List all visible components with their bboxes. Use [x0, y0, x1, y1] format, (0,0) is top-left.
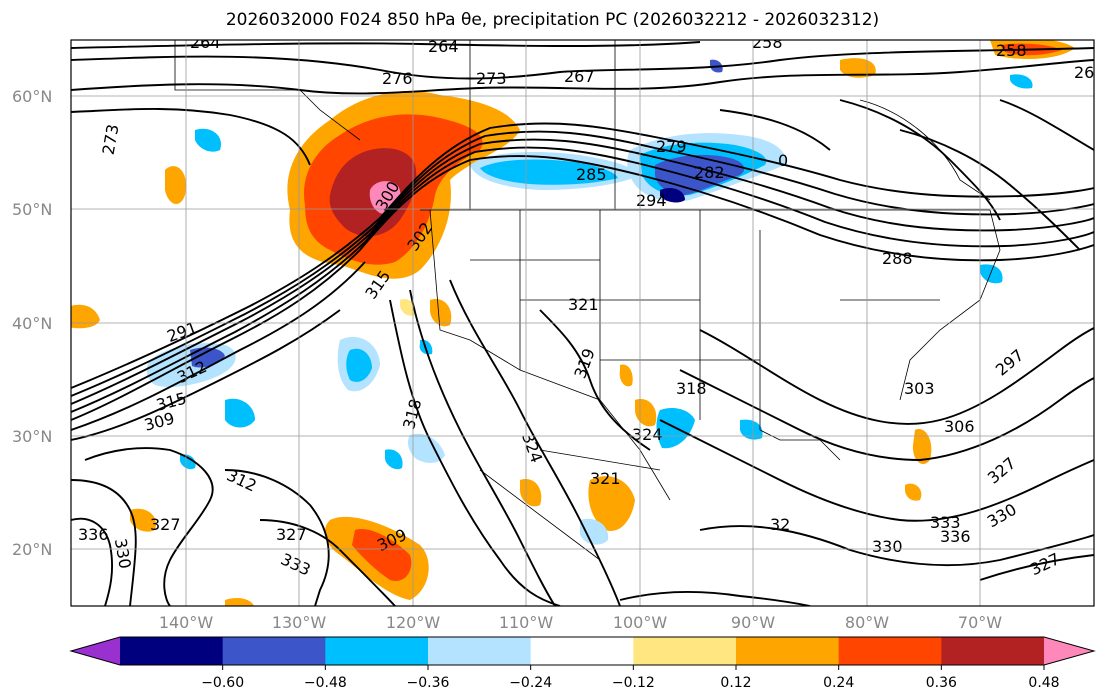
colorbar-segment [325, 637, 429, 665]
contour-label: 309 [142, 409, 176, 435]
lat-tick-label: 30°N [12, 427, 52, 446]
colorbar-tick-label: −0.60 [201, 675, 244, 691]
colorbar-segment [736, 637, 840, 665]
lon-tick-label: 70°W [958, 613, 1002, 632]
contour-label: 267 [564, 67, 595, 86]
contour-label: 336 [940, 527, 971, 546]
lon-tick-label: 120°W [386, 613, 441, 632]
colorbar-segment [838, 637, 942, 665]
contour-label: 291 [164, 318, 199, 346]
lat-tick-label: 50°N [12, 200, 52, 219]
contour-labels: 264 264 258 258 276 273 267 26 273 279 0… [78, 33, 1094, 580]
colorbar-segment [222, 637, 326, 665]
contour-label: 258 [996, 41, 1027, 60]
lon-tick-label: 90°W [731, 613, 775, 632]
contour-label: 288 [882, 249, 913, 268]
colorbar-segment [428, 637, 532, 665]
colorbar-extend-low [71, 637, 120, 665]
colorbar-tick-label: 0.48 [1028, 675, 1059, 691]
lat-tick-label: 40°N [12, 314, 52, 333]
colorbar-segment [941, 637, 1045, 665]
contour-label: 264 [428, 37, 459, 56]
contour-label: 321 [568, 295, 599, 314]
colorbar: −0.60 −0.48 −0.36 −0.24 −0.12 0.12 0.24 0.36 0.4… [69, 636, 1096, 691]
contour-label: 0 [778, 151, 788, 170]
lon-tick-label: 110°W [499, 613, 554, 632]
theta-e-contours [71, 41, 1094, 606]
contour-label: 330 [872, 537, 903, 556]
contour-label: 294 [636, 191, 667, 210]
lon-tick-label: 80°W [845, 613, 889, 632]
lat-tick-label: 20°N [12, 540, 52, 559]
colorbar-tick-label: 0.24 [823, 675, 854, 691]
contour-label: 303 [904, 379, 935, 398]
lon-tick-labels: 140°W 130°W 120°W 110°W 100°W 90°W 80°W … [159, 613, 1002, 632]
contour-label: 285 [576, 165, 607, 184]
contour-label: 273 [99, 123, 123, 156]
contour-label: 330 [111, 537, 135, 570]
map-plot-area: 264 264 258 258 276 273 267 26 273 279 0… [71, 33, 1094, 606]
contour-label: 333 [278, 549, 314, 579]
contour-label: 264 [190, 33, 221, 52]
lat-tick-label: 60°N [12, 87, 52, 106]
contour-label: 327 [150, 515, 181, 534]
contour-label: 324 [632, 425, 663, 444]
contour-label: 258 [752, 33, 783, 52]
contour-label: 282 [694, 163, 725, 182]
graticule [71, 40, 1094, 606]
colorbar-tick-label: 0.12 [720, 675, 751, 691]
contour-label: 327 [1027, 549, 1063, 579]
colorbar-tick-label: −0.24 [509, 675, 552, 691]
contour-label: 327 [984, 453, 1020, 487]
lon-tick-label: 100°W [613, 613, 668, 632]
lat-tick-labels: 60°N 50°N 40°N 30°N 20°N [12, 87, 52, 559]
contour-label: 318 [676, 379, 707, 398]
colorbar-tick-label: −0.12 [612, 675, 655, 691]
contour-label: 276 [382, 69, 413, 88]
colorbar-tick-label: −0.36 [407, 675, 450, 691]
contour-label: 306 [944, 417, 975, 436]
plot-frame [70, 39, 1095, 607]
contour-label: 273 [476, 69, 507, 88]
colorbar-tick-label: −0.48 [304, 675, 347, 691]
contour-label: 336 [78, 525, 109, 544]
colorbar-segment [530, 637, 634, 665]
contour-label: 318 [399, 397, 425, 431]
contour-label: 312 [224, 465, 260, 495]
contour-label: 26 [1074, 63, 1094, 82]
colorbar-segment [633, 637, 737, 665]
lon-tick-label: 130°W [272, 613, 327, 632]
colorbar-segment [120, 637, 224, 665]
colorbar-tick-label: 0.36 [926, 675, 957, 691]
colorbar-extend-high [1044, 637, 1094, 665]
map-title: 2026032000 F024 850 hPa θe, precipitatio… [225, 10, 880, 30]
contour-label: 32 [770, 515, 790, 534]
contour-label: 279 [656, 137, 687, 156]
contour-label: 297 [992, 345, 1028, 379]
lon-tick-label: 140°W [159, 613, 214, 632]
contour-label: 321 [590, 469, 621, 488]
contour-label: 330 [984, 500, 1020, 532]
contour-label: 327 [276, 525, 307, 544]
contour-label: 333 [930, 513, 961, 532]
contour-label: 324 [518, 430, 546, 465]
